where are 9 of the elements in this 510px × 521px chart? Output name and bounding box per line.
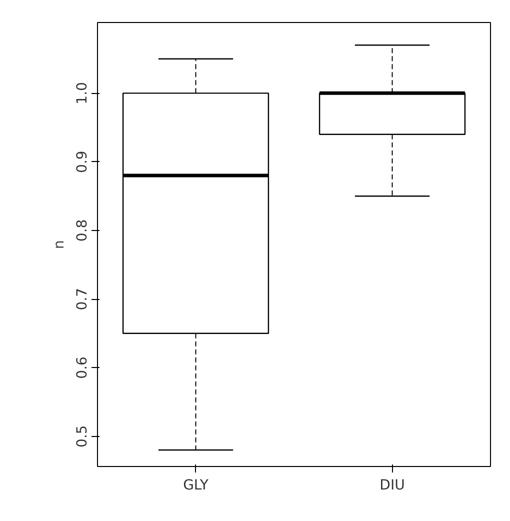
y-tick-label: 0.9 bbox=[74, 150, 90, 173]
y-tick-label: 1.0 bbox=[74, 82, 90, 104]
y-tick-label: 0.7 bbox=[74, 288, 90, 310]
y-axis-title: n bbox=[52, 240, 68, 249]
y-tick-label: 0.6 bbox=[74, 356, 90, 379]
y-tick-label: 0.8 bbox=[74, 219, 90, 242]
x-tick-label: GLY bbox=[183, 478, 209, 494]
y-tick-label: 0.5 bbox=[74, 425, 90, 448]
x-tick-label: DIU bbox=[380, 478, 405, 494]
